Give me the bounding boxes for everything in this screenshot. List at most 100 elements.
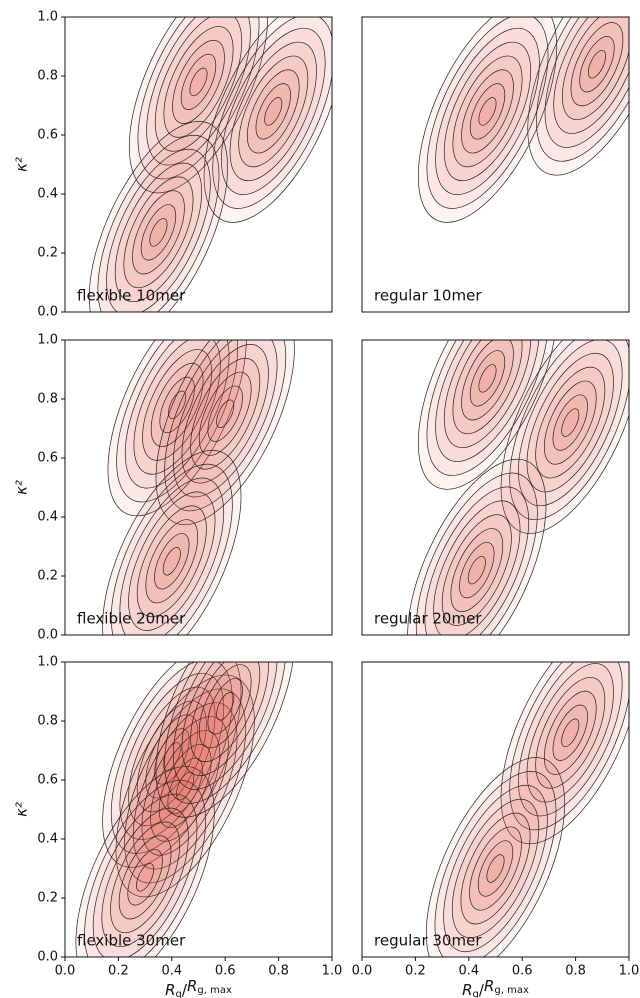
density-contour (527, 17, 629, 176)
y-axis-label: κ² (13, 480, 31, 495)
density-contour (115, 674, 255, 898)
y-tick-label: 0.6 (37, 773, 58, 788)
density-contour (561, 17, 629, 121)
density-contour (132, 702, 238, 870)
y-tick-label: 0.4 (37, 510, 58, 525)
panel-label: regular 20mer (374, 610, 482, 628)
density-contour (124, 340, 230, 489)
density-contour (146, 17, 251, 166)
density-contour (154, 17, 243, 152)
density-contour (544, 17, 629, 148)
contours (75, 662, 295, 957)
panel-label: flexible 30mer (77, 932, 186, 950)
x-tick-label: 0.6 (512, 964, 533, 979)
density-contour (136, 863, 155, 892)
density-contour (452, 340, 523, 435)
x-tick-label: 0.4 (458, 964, 479, 979)
y-tick-label: 0.8 (37, 69, 58, 84)
y-tick-label: 0.2 (37, 569, 58, 584)
x-axis-label-part: R (462, 981, 472, 998)
density-contour (118, 835, 172, 920)
density-contour (264, 97, 283, 126)
y-tick-label: 1.0 (37, 655, 58, 670)
density-contour (133, 340, 221, 475)
density-contour (587, 49, 606, 79)
y-tick-label: 0.8 (37, 714, 58, 729)
density-contour (88, 121, 229, 312)
density-contour (92, 793, 198, 957)
density-contour (469, 826, 522, 911)
density-contour (116, 340, 239, 503)
density-contour (158, 743, 212, 828)
y-tick-label: 0.6 (37, 451, 58, 466)
density-contour (417, 17, 558, 223)
density-contour (154, 533, 190, 590)
density-contour (526, 663, 614, 803)
panel-frame (361, 661, 630, 958)
density-contour (149, 218, 168, 247)
density-contour (97, 134, 220, 312)
density-contour (167, 757, 203, 814)
density-contour (452, 55, 523, 168)
density-contour (207, 678, 243, 735)
density-contour (553, 17, 629, 134)
x-axis-label-part: g (176, 989, 182, 998)
density-contour (181, 662, 269, 776)
y-tick-label: 0.4 (37, 187, 58, 202)
density-contour (155, 662, 295, 818)
density-contour (478, 97, 497, 126)
density-contour (110, 821, 181, 934)
density-contour (561, 408, 580, 437)
density-contour (127, 849, 163, 906)
density-contour (435, 27, 540, 195)
y-tick-label: 0.0 (37, 950, 58, 965)
density-contour (190, 357, 261, 470)
density-contour (110, 463, 233, 635)
x-tick-label: 1.0 (619, 964, 640, 979)
density-contour (459, 542, 495, 599)
density-contour (433, 500, 521, 635)
density-contour (526, 352, 614, 493)
x-axis-label-part: / (479, 981, 485, 998)
density-contour (162, 547, 181, 576)
density-contour (461, 340, 514, 421)
panel-label: flexible 20mer (77, 610, 186, 628)
density-contour (220, 27, 326, 195)
x-tick-label: 0.8 (565, 964, 586, 979)
density-contour (467, 555, 486, 585)
panel-frame (64, 661, 333, 958)
x-tick-label: 0.2 (108, 964, 129, 979)
density-contour (155, 340, 295, 526)
density-contour (535, 676, 606, 789)
density-contour (570, 22, 624, 107)
density-contour (435, 340, 540, 462)
density-contour (128, 491, 216, 631)
density-contour (535, 366, 606, 479)
density-contour (101, 807, 189, 948)
panel-label: flexible 10mer (77, 287, 186, 305)
density-contour (469, 350, 506, 407)
density-contour (84, 779, 207, 957)
density-contour (176, 771, 195, 801)
x-axis-label: Rg/Rg, max (462, 977, 529, 998)
density-contour (114, 162, 203, 303)
density-contour (163, 26, 234, 138)
contours (102, 340, 295, 635)
density-contour (164, 662, 287, 804)
density-contour (486, 854, 505, 883)
density-contour (536, 17, 629, 162)
density-contour (443, 41, 532, 182)
x-axis-label-part: g, max (494, 985, 529, 996)
density-contour (123, 176, 194, 289)
y-tick-label: 1.0 (37, 333, 58, 348)
density-contour (119, 477, 225, 635)
density-contour (434, 771, 557, 957)
y-axis-label: κ² (13, 157, 31, 172)
density-contour (216, 692, 235, 721)
density-contour (543, 380, 597, 465)
density-contour (424, 486, 530, 635)
density-contour (441, 514, 512, 626)
panel-frame (361, 16, 630, 313)
density-contour (238, 55, 309, 168)
density-contour (460, 812, 531, 925)
